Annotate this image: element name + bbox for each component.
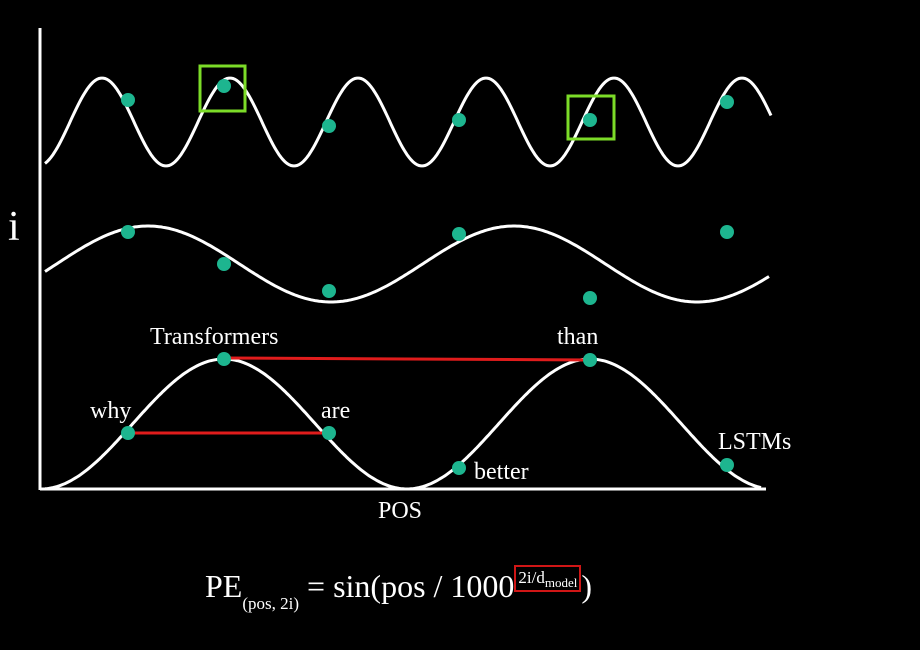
point-low-why [121, 426, 135, 440]
x-axis-label: POS [378, 498, 422, 524]
word-label-better: better [474, 459, 529, 485]
word-label-are: are [321, 398, 350, 424]
point-high-better [452, 113, 466, 127]
word-label-than: than [557, 324, 598, 350]
point-mid-than [583, 291, 597, 305]
point-mid-better [452, 227, 466, 241]
point-high-why [121, 93, 135, 107]
point-low-lstms [720, 458, 734, 472]
point-high-are [322, 119, 336, 133]
points-mid-frequency [121, 225, 734, 305]
point-low-better [452, 461, 466, 475]
highlight-box-transformers [198, 64, 247, 113]
point-high-than [583, 113, 597, 127]
point-high-transformers [217, 79, 231, 93]
formula-lhs: PE [205, 568, 243, 604]
formula-lhs-subscript: (pos, 2i) [242, 594, 300, 613]
point-high-lstms [720, 95, 734, 109]
y-axis-label: i [8, 204, 20, 250]
word-label-lstms: LSTMs [718, 429, 791, 455]
point-low-are [322, 426, 336, 440]
point-low-than [583, 353, 597, 367]
wave-low-frequency [44, 357, 762, 491]
formula-close-paren: ) [581, 568, 593, 604]
highlight-box-than [566, 94, 616, 141]
point-mid-transformers [217, 257, 231, 271]
formula-exponent-box: 2i/dmodel [514, 565, 582, 592]
formula-exponent: 2i/d [518, 568, 545, 587]
point-low-transformers [217, 352, 231, 366]
formula-equation: = sin(pos / 1000 [299, 568, 515, 604]
point-mid-lstms [720, 225, 734, 239]
word-label-transformers: Transformers [150, 324, 278, 350]
formula-exponent-subscript: model [544, 575, 578, 590]
point-mid-are [322, 284, 336, 298]
wave-high-frequency [44, 76, 773, 168]
word-label-why: why [90, 398, 131, 424]
wave-mid-frequency [44, 224, 770, 304]
point-mid-why [121, 225, 135, 239]
points-low-frequency [121, 352, 734, 475]
points-high-frequency [121, 79, 734, 133]
connector-transformers-than [223, 356, 591, 362]
positional-encoding-formula: PE(pos, 2i) = sin(pos / 1000 2i/dmodel) [205, 565, 593, 613]
